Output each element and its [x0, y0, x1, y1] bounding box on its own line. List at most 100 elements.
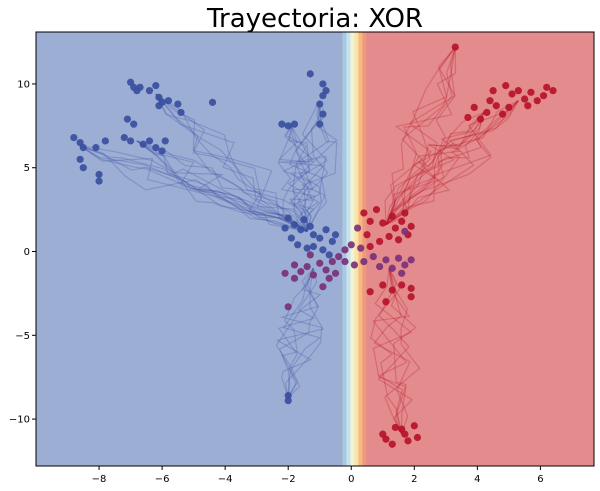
trajectory-line [385, 112, 485, 226]
y-tick-label: 10 [17, 79, 30, 90]
region-boundary-band [362, 32, 367, 466]
data-point-class-1 [363, 231, 371, 239]
data-point-class-1 [413, 433, 422, 442]
data-point-class-0 [123, 115, 132, 123]
trajectory-line [385, 100, 519, 226]
data-point-class-mixed [290, 261, 299, 269]
data-point-class-1 [398, 217, 406, 225]
data-point-class-1 [498, 110, 507, 118]
data-point-class-mixed [309, 271, 318, 279]
data-point-class-0 [152, 82, 160, 90]
trajectory-line [385, 100, 519, 226]
data-point-class-0 [319, 110, 327, 118]
data-point-class-0 [101, 137, 109, 145]
data-point-class-mixed [284, 303, 292, 311]
trajectory-line [288, 100, 327, 232]
trajectory-line [388, 268, 417, 435]
trajectory-line [385, 100, 519, 226]
data-point-class-0 [278, 120, 286, 128]
data-point-class-mixed [401, 261, 409, 269]
data-point-class-mixed [407, 256, 415, 264]
trajectory-line [385, 46, 456, 225]
data-point-class-mixed [369, 252, 377, 261]
data-point-class-0 [95, 170, 103, 179]
data-point-class-1 [502, 82, 510, 90]
data-point-class-0 [284, 392, 292, 400]
data-point-class-0 [208, 98, 217, 106]
data-point-class-0 [297, 226, 305, 234]
data-point-class-1 [379, 219, 387, 227]
data-point-class-0 [331, 231, 340, 239]
data-point-class-1 [476, 115, 485, 123]
trajectory-line [300, 100, 329, 232]
region-boundary-band [354, 32, 359, 466]
data-point-class-1 [483, 108, 491, 117]
data-point-class-0 [76, 155, 84, 163]
x-tick-label: 4 [474, 474, 480, 485]
trajectory-line [275, 268, 322, 398]
trajectory-line [385, 112, 485, 225]
data-point-class-1 [524, 102, 532, 110]
data-point-class-mixed [341, 257, 349, 266]
data-point-class-0 [79, 144, 87, 152]
data-point-class-1 [385, 232, 393, 241]
data-point-class-1 [382, 298, 390, 306]
trajectory-line [79, 145, 308, 232]
x-tick-label: 2 [411, 474, 417, 485]
trajectory-line [283, 125, 314, 232]
data-point-class-1 [366, 217, 374, 225]
trajectory-line [279, 267, 323, 398]
data-point-class-mixed [281, 269, 289, 277]
data-point-class-0 [294, 241, 302, 249]
data-point-class-0 [309, 231, 318, 239]
data-point-class-1 [505, 103, 513, 112]
trajectory-line [155, 93, 308, 232]
trajectory-line [291, 100, 330, 232]
data-point-class-0 [284, 122, 292, 130]
data-point-class-0 [133, 87, 141, 95]
trajectory-line [278, 268, 319, 398]
data-point-class-0 [145, 87, 154, 95]
data-point-class-mixed [303, 262, 311, 271]
data-point-class-mixed [388, 264, 396, 272]
data-point-class-0 [161, 137, 169, 145]
data-point-class-0 [319, 246, 327, 254]
trajectory-line [384, 46, 456, 225]
data-point-class-1 [388, 286, 396, 294]
data-point-class-1 [407, 293, 415, 301]
data-point-class-0 [303, 244, 311, 252]
data-point-class-1 [398, 281, 406, 289]
data-point-class-0 [152, 144, 160, 152]
data-point-class-0 [95, 177, 103, 185]
data-point-class-mixed [306, 251, 314, 259]
data-point-class-1 [464, 113, 472, 122]
trajectory-line [136, 140, 308, 232]
plot-frame [35, 31, 595, 467]
y-tick-label: 5 [24, 163, 30, 174]
data-point-class-0 [158, 147, 166, 155]
data-point-class-mixed [322, 266, 330, 274]
data-point-class-1 [470, 103, 478, 112]
data-point-class-1 [410, 422, 418, 430]
trajectory-line [79, 145, 308, 232]
data-point-class-0 [300, 216, 308, 224]
data-point-class-0 [322, 226, 330, 234]
data-point-class-0 [139, 140, 147, 148]
data-point-class-0 [290, 221, 299, 229]
data-point-class-1 [486, 97, 494, 105]
data-point-class-mixed [290, 274, 299, 282]
data-point-class-0 [316, 234, 324, 242]
data-point-class-0 [130, 120, 138, 128]
data-point-class-1 [514, 87, 522, 95]
trajectory-line [136, 140, 308, 232]
trajectory-line [377, 268, 414, 435]
data-point-class-1 [391, 423, 399, 432]
data-point-class-1 [360, 209, 368, 217]
data-point-class-1 [382, 435, 390, 443]
data-point-class-0 [155, 102, 163, 110]
data-point-class-0 [281, 224, 289, 232]
y-tick-label: 0 [24, 247, 30, 258]
trajectory-line [385, 100, 519, 226]
data-point-class-0 [164, 97, 173, 105]
